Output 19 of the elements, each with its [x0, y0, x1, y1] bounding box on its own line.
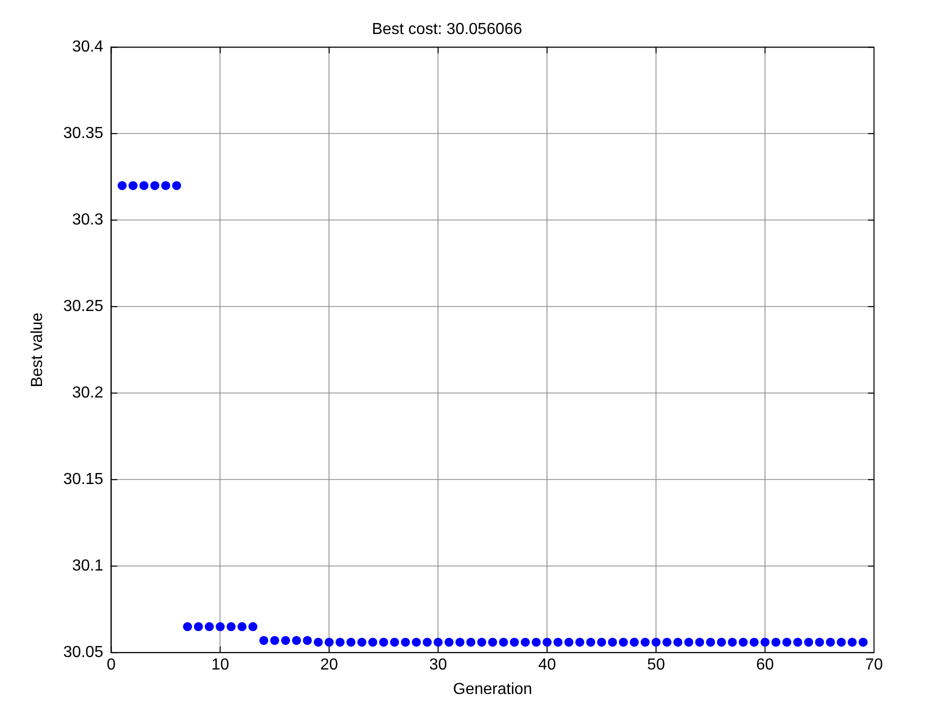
y-tick-label: 30.35: [63, 125, 104, 142]
y-tick-label: 30.1: [72, 558, 104, 575]
x-tick-label: 60: [756, 656, 774, 674]
y-tick-label: 30.3: [72, 212, 104, 229]
x-axis-title: Generation: [453, 680, 532, 698]
x-tick-label: 30: [429, 656, 448, 674]
y-tick-label: 30.4: [72, 38, 104, 56]
y-tick-label: 30.2: [72, 384, 104, 402]
x-tick-label: 70: [865, 656, 883, 674]
x-tick-label: 50: [647, 656, 666, 674]
y-tick-label: 30.25: [63, 298, 104, 316]
x-tick-label: 10: [211, 656, 230, 674]
y-tick-label: 30.15: [63, 471, 104, 488]
x-tick-label: 20: [320, 656, 338, 674]
x-tick-label: 40: [538, 656, 556, 674]
y-axis-title: Best value: [29, 312, 46, 388]
y-tick-label: 30.05: [63, 644, 104, 662]
x-tick-label: 0: [106, 656, 116, 674]
chart-title: Best cost: 30.056066: [372, 21, 522, 38]
